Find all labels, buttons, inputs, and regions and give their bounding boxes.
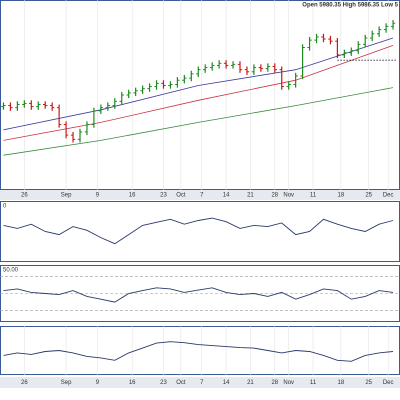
x-tick-label: 21 xyxy=(247,380,254,386)
x-tick-label: 18 xyxy=(338,193,345,199)
x-tick-label: 16 xyxy=(129,380,136,386)
indicator-line xyxy=(3,287,394,303)
date-strip xyxy=(0,377,400,388)
x-tick-label: 11 xyxy=(310,193,317,199)
x-tick-label: 14 xyxy=(223,193,230,199)
x-tick-label: 25 xyxy=(365,380,372,386)
x-tick-label: 9 xyxy=(96,193,100,199)
x-tick-label: Oct xyxy=(176,193,186,199)
x-tick-label: 26 xyxy=(21,380,28,386)
x-tick-label: 18 xyxy=(338,380,345,386)
x-tick-label: 28 xyxy=(271,193,278,199)
x-tick-label: Nov xyxy=(283,193,294,199)
x-tick-label: 11 xyxy=(310,380,317,386)
x-tick-label: Dec xyxy=(383,193,394,199)
x-tick-label: 23 xyxy=(160,380,167,386)
x-tick-label: 26 xyxy=(21,193,28,199)
moving-average xyxy=(3,37,394,131)
x-tick-label: Nov xyxy=(283,380,294,386)
moving-average xyxy=(3,45,394,141)
panel-label: 0 xyxy=(3,204,7,210)
x-tick-label: Oct xyxy=(176,380,186,386)
x-tick-label: Dec xyxy=(383,380,394,386)
panel-frame xyxy=(0,0,400,190)
panel-label: 50.00 xyxy=(3,268,19,274)
x-tick-label: 7 xyxy=(200,380,204,386)
date-strip xyxy=(0,190,400,200)
x-tick-label: 25 xyxy=(365,193,372,199)
x-tick-label: 14 xyxy=(223,380,230,386)
panel-frame xyxy=(0,326,400,375)
x-tick-label: 16 xyxy=(129,193,136,199)
x-tick-label: Sep xyxy=(61,380,72,386)
panel-frame xyxy=(0,201,400,262)
indicator-line xyxy=(3,217,394,245)
x-tick-label: 21 xyxy=(247,193,254,199)
x-tick-label: Sep xyxy=(61,193,72,199)
x-tick-label: 9 xyxy=(96,380,100,386)
x-tick-label: 28 xyxy=(271,380,278,386)
moving-average xyxy=(3,87,394,156)
x-tick-label: 23 xyxy=(160,193,167,199)
header-info: Open 5980.35 High 5986.35 Low 5 xyxy=(302,3,398,9)
indicator-line xyxy=(3,341,394,362)
x-tick-label: 7 xyxy=(200,193,204,199)
